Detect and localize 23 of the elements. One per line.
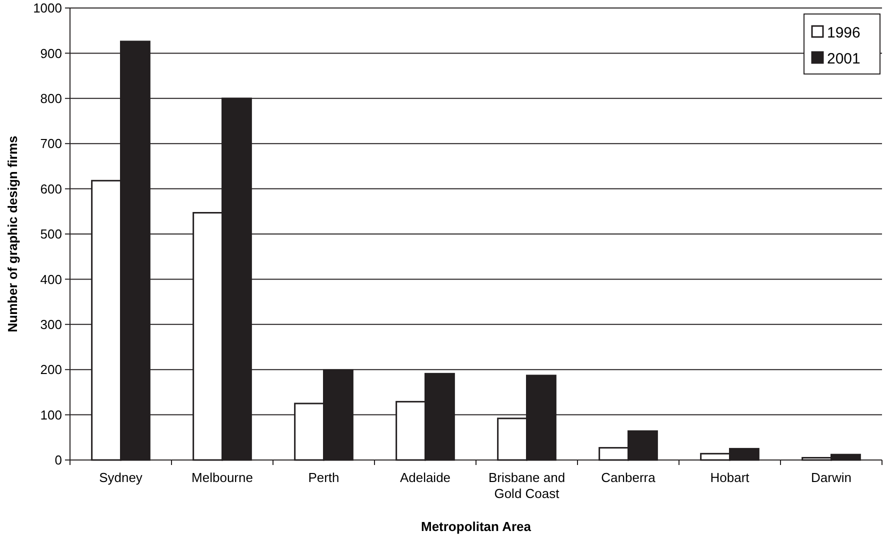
legend-label: 2001 [827, 50, 860, 68]
y-tick-label: 800 [40, 90, 62, 106]
x-tick-label: Brisbane and Gold Coast [488, 470, 566, 501]
y-tick-label: 900 [40, 46, 62, 61]
y-tick-label: 100 [40, 407, 62, 422]
x-tick-label: Darwin [811, 470, 852, 485]
y-axis-title: Number of graphic design firms [5, 136, 20, 332]
y-tick-label: 600 [40, 181, 62, 196]
x-tick-label: Sydney [99, 470, 143, 485]
y-tick-label: 300 [40, 316, 62, 332]
x-tick-label: Perth [308, 470, 340, 485]
x-tick-label: Melbourne [192, 470, 253, 485]
y-tick-label: 0 [54, 452, 62, 468]
y-tick-label: 200 [40, 362, 62, 378]
x-tick-label: Canberra [601, 470, 656, 485]
y-tick-label: 400 [40, 272, 62, 287]
x-tick-label: Hobart [710, 470, 750, 485]
x-axis-title: Metropolitan Area [420, 519, 532, 534]
y-tick-label: 700 [40, 136, 62, 152]
y-tick-label: 1000 [33, 0, 62, 16]
legend-label: 1996 [827, 24, 860, 42]
y-tick-label: 500 [40, 226, 62, 242]
x-tick-label: Adelaide [400, 470, 451, 485]
